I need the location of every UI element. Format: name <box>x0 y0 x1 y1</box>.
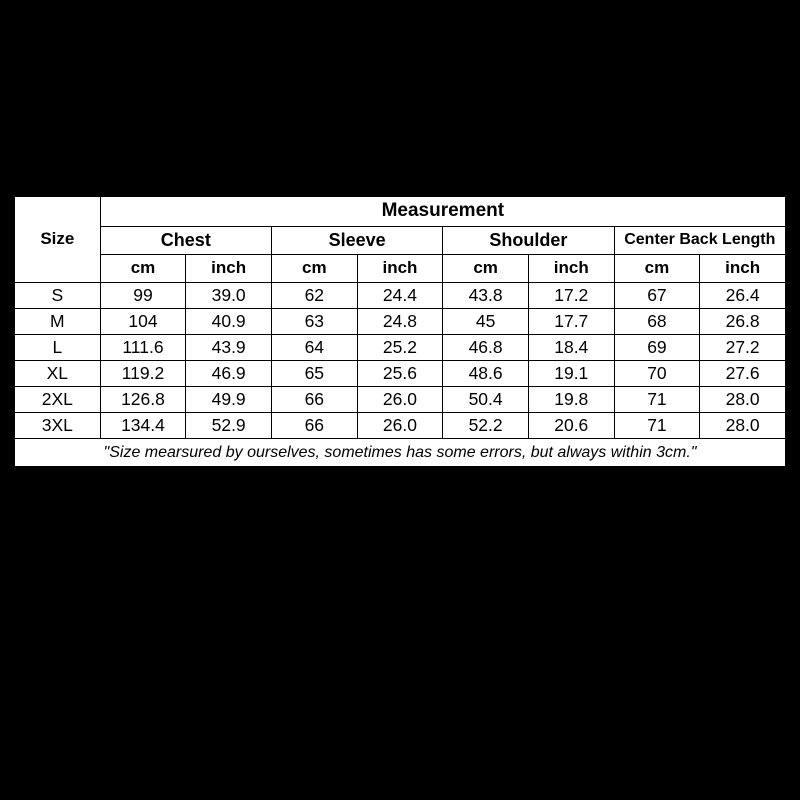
cell-shoulder-in: 17.2 <box>528 282 614 308</box>
cell-shoulder-cm: 46.8 <box>443 334 529 360</box>
header-center-back-length: Center Back Length <box>614 226 785 255</box>
table-row: 3XL 134.4 52.9 66 26.0 52.2 20.6 71 28.0 <box>15 412 786 438</box>
size-chart-table: Size Measurement Chest Sleeve Shoulder C… <box>14 196 786 467</box>
cell-sleeve-in: 25.2 <box>357 334 443 360</box>
cell-chest-cm: 104 <box>100 308 186 334</box>
cell-size: 3XL <box>15 412 101 438</box>
footnote: "Size mearsured by ourselves, sometimes … <box>15 438 786 466</box>
cell-shoulder-cm: 48.6 <box>443 360 529 386</box>
header-cbl-cm: cm <box>614 255 700 282</box>
cell-chest-in: 40.9 <box>186 308 272 334</box>
cell-sleeve-cm: 62 <box>271 282 357 308</box>
cell-chest-in: 52.9 <box>186 412 272 438</box>
cell-sleeve-in: 24.8 <box>357 308 443 334</box>
cell-chest-cm: 134.4 <box>100 412 186 438</box>
cell-chest-in: 46.9 <box>186 360 272 386</box>
header-chest-cm: cm <box>100 255 186 282</box>
cell-shoulder-in: 20.6 <box>528 412 614 438</box>
cell-size: XL <box>15 360 101 386</box>
header-sleeve-cm: cm <box>271 255 357 282</box>
cell-sleeve-cm: 65 <box>271 360 357 386</box>
cell-size: L <box>15 334 101 360</box>
cell-shoulder-cm: 50.4 <box>443 386 529 412</box>
cell-shoulder-in: 18.4 <box>528 334 614 360</box>
cell-cbl-cm: 71 <box>614 386 700 412</box>
cell-chest-in: 49.9 <box>186 386 272 412</box>
cell-sleeve-in: 26.0 <box>357 412 443 438</box>
cell-shoulder-in: 19.8 <box>528 386 614 412</box>
cell-sleeve-in: 25.6 <box>357 360 443 386</box>
cell-cbl-in: 26.4 <box>700 282 786 308</box>
header-shoulder: Shoulder <box>443 226 614 255</box>
header-chest-inch: inch <box>186 255 272 282</box>
cell-chest-cm: 119.2 <box>100 360 186 386</box>
cell-cbl-cm: 69 <box>614 334 700 360</box>
table-row: M 104 40.9 63 24.8 45 17.7 68 26.8 <box>15 308 786 334</box>
cell-chest-in: 43.9 <box>186 334 272 360</box>
cell-cbl-cm: 67 <box>614 282 700 308</box>
bottom-margin <box>0 467 800 800</box>
cell-size: S <box>15 282 101 308</box>
cell-sleeve-cm: 66 <box>271 386 357 412</box>
header-shoulder-inch: inch <box>528 255 614 282</box>
header-shoulder-cm: cm <box>443 255 529 282</box>
header-sleeve: Sleeve <box>271 226 442 255</box>
cell-size: 2XL <box>15 386 101 412</box>
cell-sleeve-cm: 64 <box>271 334 357 360</box>
size-chart-container: Size Measurement Chest Sleeve Shoulder C… <box>14 196 786 467</box>
cell-chest-cm: 99 <box>100 282 186 308</box>
header-size: Size <box>15 197 101 283</box>
cell-sleeve-in: 24.4 <box>357 282 443 308</box>
cell-shoulder-cm: 45 <box>443 308 529 334</box>
cell-sleeve-cm: 63 <box>271 308 357 334</box>
header-cbl-inch: inch <box>700 255 786 282</box>
top-margin <box>0 0 800 196</box>
cell-chest-in: 39.0 <box>186 282 272 308</box>
table-row: S 99 39.0 62 24.4 43.8 17.2 67 26.4 <box>15 282 786 308</box>
cell-sleeve-cm: 66 <box>271 412 357 438</box>
header-measurement: Measurement <box>100 197 785 227</box>
cell-cbl-in: 27.2 <box>700 334 786 360</box>
cell-shoulder-cm: 43.8 <box>443 282 529 308</box>
table-row: XL 119.2 46.9 65 25.6 48.6 19.1 70 27.6 <box>15 360 786 386</box>
cell-cbl-in: 26.8 <box>700 308 786 334</box>
cell-cbl-cm: 71 <box>614 412 700 438</box>
cell-size: M <box>15 308 101 334</box>
header-sleeve-inch: inch <box>357 255 443 282</box>
size-chart-body: S 99 39.0 62 24.4 43.8 17.2 67 26.4 M 10… <box>15 282 786 466</box>
table-row: L 111.6 43.9 64 25.2 46.8 18.4 69 27.2 <box>15 334 786 360</box>
cell-cbl-cm: 70 <box>614 360 700 386</box>
cell-shoulder-in: 17.7 <box>528 308 614 334</box>
cell-cbl-in: 27.6 <box>700 360 786 386</box>
header-chest: Chest <box>100 226 271 255</box>
cell-shoulder-cm: 52.2 <box>443 412 529 438</box>
cell-cbl-in: 28.0 <box>700 412 786 438</box>
cell-cbl-in: 28.0 <box>700 386 786 412</box>
cell-sleeve-in: 26.0 <box>357 386 443 412</box>
table-row: 2XL 126.8 49.9 66 26.0 50.4 19.8 71 28.0 <box>15 386 786 412</box>
cell-chest-cm: 126.8 <box>100 386 186 412</box>
cell-cbl-cm: 68 <box>614 308 700 334</box>
cell-chest-cm: 111.6 <box>100 334 186 360</box>
cell-shoulder-in: 19.1 <box>528 360 614 386</box>
